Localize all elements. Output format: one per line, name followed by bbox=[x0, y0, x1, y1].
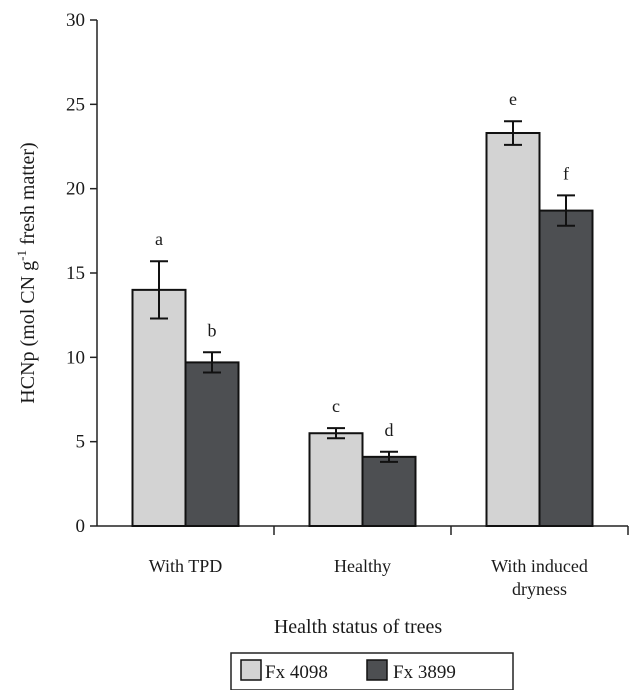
significance-label: b bbox=[208, 320, 217, 340]
x-axis-title: Health status of trees bbox=[274, 616, 442, 638]
y-axis-title: HCNp (mol CN g-1 fresh matter) bbox=[14, 142, 39, 403]
bar bbox=[184, 361, 240, 528]
x-category-label: With TPD bbox=[149, 556, 222, 576]
y-tick-label: 0 bbox=[76, 516, 86, 537]
bar bbox=[308, 432, 364, 528]
bar bbox=[485, 132, 541, 528]
y-tick-label: 30 bbox=[66, 10, 85, 31]
y-axis: 0 5 10 15 20 25 30 bbox=[66, 10, 98, 537]
x-axis: With TPD Healthy With induced dryness bbox=[97, 525, 629, 599]
y-tick-label: 25 bbox=[66, 94, 85, 115]
legend-swatch bbox=[366, 659, 388, 681]
y-tick-label: 15 bbox=[66, 263, 85, 284]
significance-label: f bbox=[563, 163, 569, 183]
bars bbox=[131, 120, 594, 528]
significance-label: e bbox=[509, 89, 517, 109]
bar bbox=[538, 209, 594, 528]
legend-swatch bbox=[240, 659, 262, 681]
significance-label: a bbox=[155, 229, 163, 249]
x-category-label: Healthy bbox=[334, 556, 391, 576]
significance-label: c bbox=[332, 396, 340, 416]
bar bbox=[131, 288, 187, 527]
x-category-label: With induced dryness bbox=[491, 556, 588, 599]
bar bbox=[361, 455, 417, 528]
legend-label: Fx 3899 bbox=[393, 662, 456, 683]
y-tick-label: 5 bbox=[76, 432, 86, 453]
y-tick-label: 10 bbox=[66, 347, 85, 368]
legend-label: Fx 4098 bbox=[265, 662, 328, 683]
significance-labels: a b c d e f bbox=[155, 89, 569, 440]
y-tick-label: 20 bbox=[66, 179, 85, 200]
significance-label: d bbox=[385, 420, 394, 440]
legend: Fx 4098 Fx 3899 bbox=[230, 652, 514, 690]
